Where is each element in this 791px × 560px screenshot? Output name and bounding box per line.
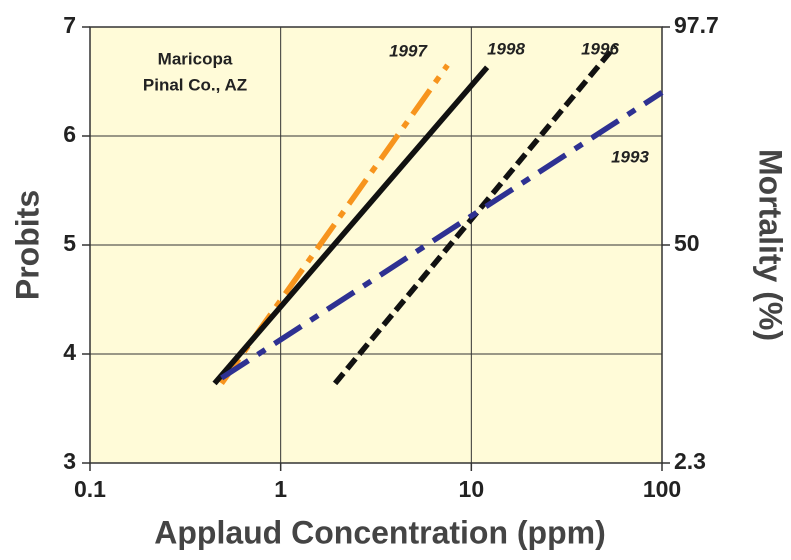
annotation: Pinal Co., AZ bbox=[143, 75, 247, 94]
x-tick-label: 100 bbox=[643, 476, 681, 502]
series-line bbox=[212, 65, 490, 386]
series-line bbox=[220, 90, 664, 381]
y-tick-label: 7 bbox=[63, 12, 76, 38]
x-tick-label: 1 bbox=[274, 476, 287, 502]
series-label: 1996 bbox=[581, 39, 619, 58]
x-tick-label: 10 bbox=[459, 476, 485, 502]
x-axis-title: Applaud Concentration (ppm) bbox=[154, 514, 606, 550]
plot-frame bbox=[89, 26, 663, 464]
annotation: Maricopa bbox=[158, 49, 233, 68]
y-tick-label: 3 bbox=[63, 448, 76, 474]
y2-tick-label: 50 bbox=[674, 230, 700, 256]
x-tick-label: 0.1 bbox=[74, 476, 106, 502]
series-label: 1993 bbox=[611, 147, 649, 166]
y2-axis-title: Mortality (%) bbox=[753, 149, 789, 341]
y-tick-label: 6 bbox=[63, 121, 76, 147]
y2-tick-label: 2.3 bbox=[674, 448, 706, 474]
y2-tick-label: 97.7 bbox=[674, 12, 719, 38]
series-label: 1997 bbox=[389, 41, 428, 60]
series-label: 1998 bbox=[487, 39, 525, 58]
y-axis-title: Probits bbox=[9, 190, 45, 300]
y-tick-label: 5 bbox=[63, 230, 76, 256]
y-tick-label: 4 bbox=[63, 339, 76, 365]
